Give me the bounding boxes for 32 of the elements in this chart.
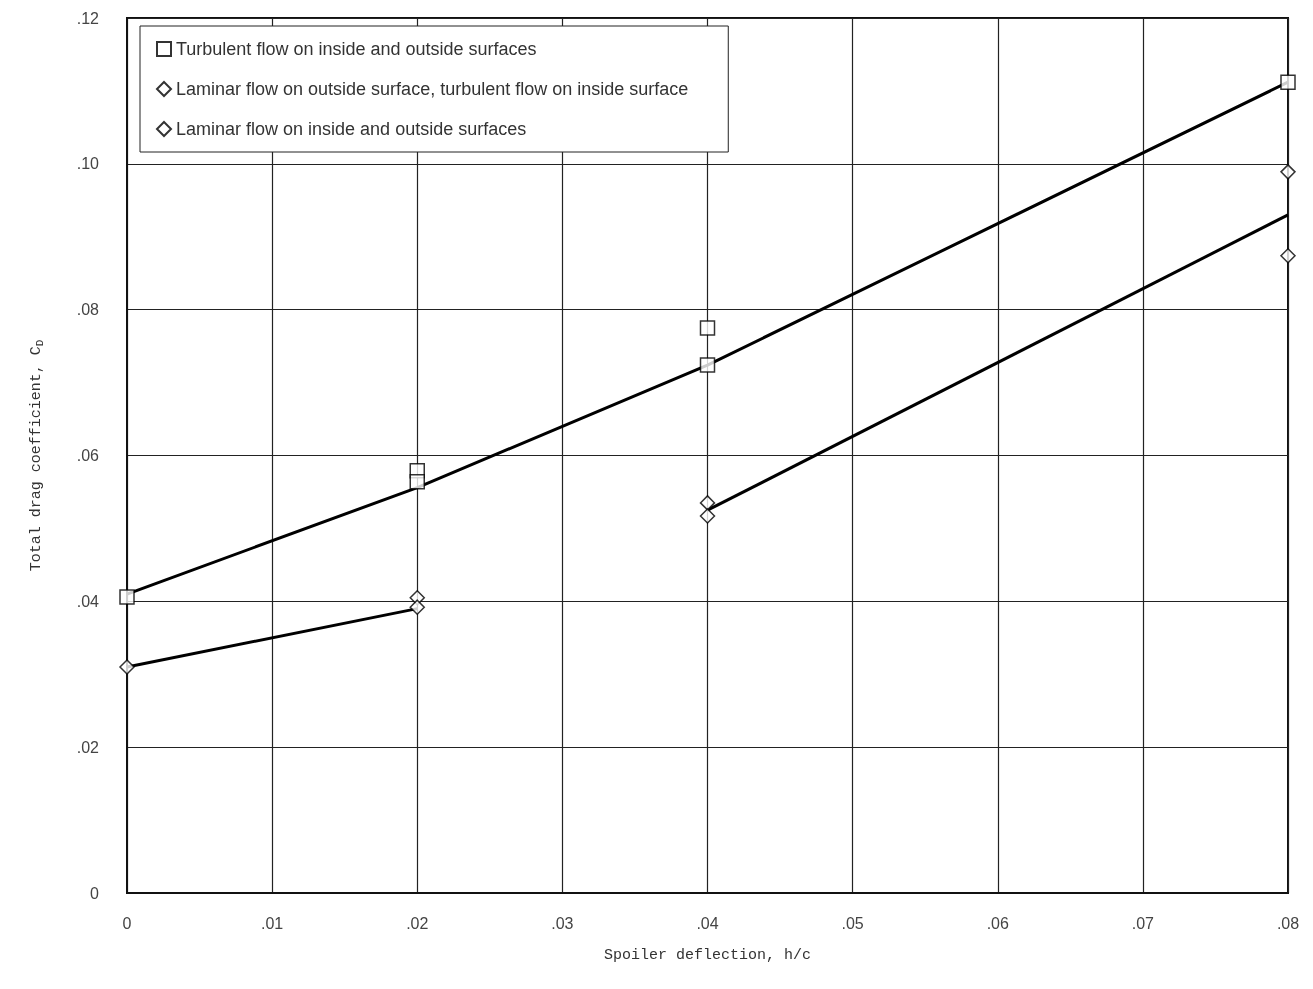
point: [1280, 247, 1296, 264]
point: [699, 320, 716, 336]
y-tick-label: .06: [76, 447, 100, 464]
x-tick-label: .02: [406, 914, 429, 932]
point: [699, 357, 716, 373]
point: [1280, 74, 1296, 90]
point: [699, 508, 716, 524]
x-tick-label: .01: [261, 914, 284, 932]
x-axis-title: Spoiler deflection, h/c: [603, 947, 812, 964]
x-tick-label: .05: [841, 914, 864, 932]
x-tick-label: .07: [1131, 914, 1155, 932]
x-tick-label: .03: [551, 914, 574, 932]
legend-label: Turbulent flow on inside and outside surfaces: [176, 39, 537, 59]
y-tick-label: .12: [76, 9, 100, 27]
legend-label: Laminar flow on inside and outside surfaces: [176, 119, 527, 139]
point: [1280, 164, 1296, 180]
point: [119, 589, 135, 605]
y-tick-label: .04: [76, 592, 100, 610]
x-tick-label: .06: [986, 914, 1009, 932]
y-tick-label: .02: [76, 738, 100, 756]
point: [409, 599, 425, 615]
point: [409, 474, 425, 490]
y-tick-label: .08: [76, 301, 100, 319]
legend-label: Laminar flow on outside surface, turbulent flow on inside surface: [176, 79, 689, 99]
x-tick-label: .04: [696, 914, 719, 932]
x-tick-label: .08: [1276, 914, 1300, 932]
point: [699, 495, 716, 511]
point: [119, 659, 135, 675]
y-axis-title: Total drag coefficient, CD: [28, 339, 46, 572]
y-tick-label: .10: [76, 155, 100, 173]
x-tick-label: 0: [122, 914, 132, 932]
y-tick-label: 0: [90, 884, 100, 902]
